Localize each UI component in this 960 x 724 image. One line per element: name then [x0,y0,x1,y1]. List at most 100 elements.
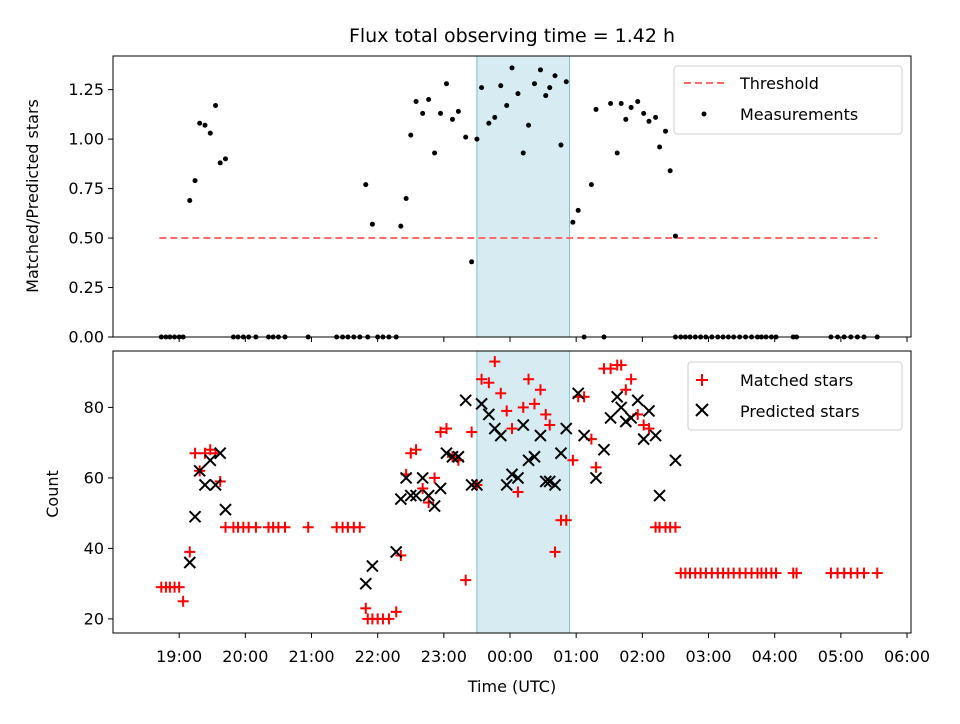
data-point [409,489,423,502]
data-point [383,613,395,625]
data-point [492,114,498,120]
data-point [575,207,581,213]
data-point [672,233,678,239]
data-point [858,567,870,579]
data-point [653,114,659,120]
series-predicted-stars [183,387,682,590]
data-point [615,359,627,371]
data-point [197,120,203,126]
data-point [543,93,549,99]
y-tick-label: 20 [84,609,104,628]
data-point [408,132,414,138]
data-point [500,478,513,492]
data-point [416,471,429,485]
data-point [420,110,426,116]
x-tick-label: 19:00 [156,647,202,666]
data-point [465,478,478,492]
data-point [455,108,461,114]
x-tick-label: 06:00 [884,647,930,666]
data-point [522,454,535,467]
data-point [526,122,532,128]
data-point [641,110,647,116]
data-point [642,404,656,418]
data-point [570,219,576,225]
data-point [183,556,196,569]
data-point [611,390,624,404]
y-tick-label: 80 [84,398,104,417]
y-tick-label: 0.25 [68,278,104,297]
data-point [614,401,628,414]
y-tick-label: 0.00 [68,328,104,347]
count-panel: 20 40 60 80 19:00 20:00 21:00 22:00 23:00 00:00 0… [43,350,930,696]
data-point [505,468,519,481]
data-point [558,142,564,148]
data-point [173,581,185,593]
legend-measurements-label: Measurements [740,105,858,124]
data-point [540,408,552,420]
data-point [204,454,217,467]
data-point [619,415,633,428]
data-point [791,567,803,579]
data-point [531,81,537,87]
data-point [560,514,572,526]
x-tick-label: 05:00 [818,647,864,666]
data-point [489,356,501,368]
data-point [520,150,526,156]
x-tick-label: 04:00 [752,647,798,666]
data-point [625,373,637,385]
data-point [410,444,422,456]
data-point [470,478,484,492]
data-point [549,546,561,558]
count-panel-frame [112,350,912,634]
y-tick-label: 0.75 [68,179,104,198]
data-point [623,116,629,122]
data-point [466,426,478,438]
y-tick-label: 40 [84,539,104,558]
y-tick-label: 0.50 [68,229,104,248]
data-point [534,384,546,396]
data-point [399,471,413,485]
data-point [359,577,372,590]
data-point [544,419,556,431]
data-point [588,182,594,188]
data-point [474,136,480,142]
legend-matched-label: Matched stars [740,371,853,390]
data-point [517,401,529,413]
y-tick-label: 1.00 [68,130,104,149]
data-point [422,489,435,502]
data-point [432,150,438,156]
data-point [222,156,228,162]
x-tick-label: 20:00 [222,647,268,666]
data-point [534,429,547,442]
data-point [363,182,369,188]
data-point [279,521,291,533]
data-point [202,122,208,128]
data-point [460,574,472,586]
x-tick-label: 21:00 [288,647,334,666]
data-point [567,454,579,466]
count-y-ticks: 20 40 60 80 [84,398,113,628]
data-point [512,486,524,498]
data-point [219,503,232,516]
x-axis-label: Time (UTC) [467,677,556,696]
data-point [426,97,432,103]
data-point [209,478,222,492]
data-point [413,99,419,105]
legend-matched-swatch [696,374,708,386]
data-point [302,521,314,533]
data-point [469,259,475,265]
data-point [482,408,496,421]
data-point [667,168,673,174]
data-point [394,492,408,506]
data-point [198,478,212,492]
data-point [193,464,206,478]
data-point [438,110,444,116]
data-point [563,79,569,85]
x-tick-label: 23:00 [421,647,467,666]
data-point [360,602,372,614]
ratio-x-ticks [178,337,908,342]
ratio-y-ticks: 0.00 0.25 0.50 0.75 1.00 1.25 [68,80,113,347]
data-point [653,489,666,502]
data-point [434,482,447,495]
